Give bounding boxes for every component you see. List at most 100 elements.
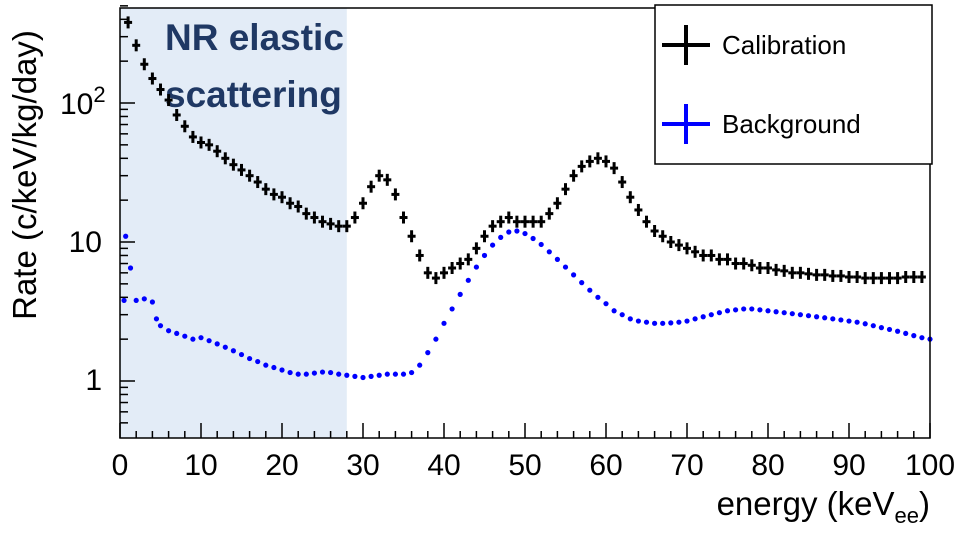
y-tick-label-100-base: 10 (60, 88, 93, 121)
calibration-point (124, 16, 133, 29)
calibration-point (261, 183, 270, 196)
calibration-point (585, 155, 594, 168)
calibration-point (747, 259, 756, 272)
background-point (757, 307, 763, 313)
background-point (206, 338, 212, 344)
calibration-point (359, 197, 367, 210)
background-point (603, 301, 609, 307)
background-point (886, 326, 893, 333)
calibration-point (877, 272, 886, 285)
x-tick-label: 50 (508, 449, 541, 482)
calibration-point (464, 253, 473, 266)
legend-marker-calibration (662, 25, 710, 65)
calibration-point (221, 152, 230, 165)
calibration-point (828, 269, 837, 282)
background-point (121, 297, 127, 304)
background-point (895, 328, 901, 334)
calibration-point (674, 239, 683, 252)
calibration-point (772, 263, 781, 276)
calibration-point (853, 271, 862, 284)
background-point (481, 252, 488, 259)
calibration-point (310, 211, 319, 224)
background-point (838, 317, 844, 323)
calibration-point (755, 262, 764, 275)
calibration-point (188, 130, 197, 143)
background-point (182, 333, 188, 339)
x-axis-title: energy (keVee) (717, 485, 930, 528)
y-tick-label-10: 10 (69, 226, 102, 259)
calibration-point (707, 249, 716, 262)
calibration-point (691, 245, 700, 258)
background-point (643, 319, 650, 325)
background-point (153, 316, 160, 322)
background-point (465, 277, 471, 283)
background-point (903, 330, 909, 337)
background-point (530, 235, 536, 242)
y-axis-title: Rate (c/keV/kg/day) (6, 30, 43, 320)
calibration-point (334, 220, 343, 233)
calibration-point (820, 268, 829, 281)
background-point (862, 321, 868, 327)
background-point (587, 287, 593, 293)
y-axis-ticks (120, 5, 135, 424)
background-point (522, 230, 528, 237)
background-point (741, 306, 747, 312)
background-point (595, 294, 601, 300)
calibration-point (132, 39, 141, 52)
calibration-point (804, 267, 813, 280)
y-tick-label-1: 1 (85, 364, 102, 397)
calibration-point (658, 230, 667, 243)
x-tick-label: 80 (751, 449, 784, 482)
calibration-point (569, 169, 578, 182)
calibration-point (812, 268, 821, 281)
background-point (376, 372, 382, 378)
calibration-point (504, 211, 513, 224)
background-point (352, 373, 358, 379)
calibration-point (642, 215, 651, 228)
background-point (797, 312, 804, 318)
x-axis-title-close: ) (919, 485, 930, 522)
background-point (635, 318, 642, 324)
background-point (449, 306, 455, 312)
calibration-point (496, 215, 505, 228)
calibration-point (140, 58, 149, 71)
calibration-point (456, 257, 465, 270)
background-point (311, 370, 317, 376)
calibration-point (602, 155, 610, 168)
x-tick-label: 90 (832, 449, 865, 482)
x-axis-title-main: energy (keV (717, 485, 895, 522)
background-point (733, 307, 739, 313)
x-tick-label: 70 (670, 449, 703, 482)
calibration-point (391, 188, 400, 201)
calibration-point (326, 217, 335, 230)
calibration-point (626, 191, 635, 204)
background-point (344, 372, 350, 378)
background-point (562, 264, 569, 270)
calibration-point (350, 211, 359, 224)
calibration-point (245, 169, 254, 182)
calibration-point (917, 271, 926, 284)
background-point (692, 316, 698, 322)
background-point (554, 256, 561, 262)
nr-region-label-line1: NR elastic (165, 17, 344, 58)
background-point (384, 371, 390, 377)
calibration-point (715, 253, 724, 266)
calibration-point (577, 160, 586, 173)
calibration-point (148, 72, 157, 85)
calibration-point (909, 271, 918, 284)
calibration-point (699, 249, 708, 262)
background-point (214, 341, 220, 347)
calibration-point (237, 163, 246, 176)
background-point (409, 369, 415, 376)
background-point (271, 364, 277, 371)
calibration-point (512, 215, 521, 228)
background-point (336, 371, 342, 377)
background-series (121, 228, 933, 381)
calibration-point (650, 224, 659, 237)
background-point (490, 242, 496, 248)
background-point (668, 320, 674, 326)
background-point (814, 314, 820, 320)
background-point (230, 348, 236, 354)
calibration-point (901, 271, 910, 284)
calibration-point (739, 257, 748, 270)
